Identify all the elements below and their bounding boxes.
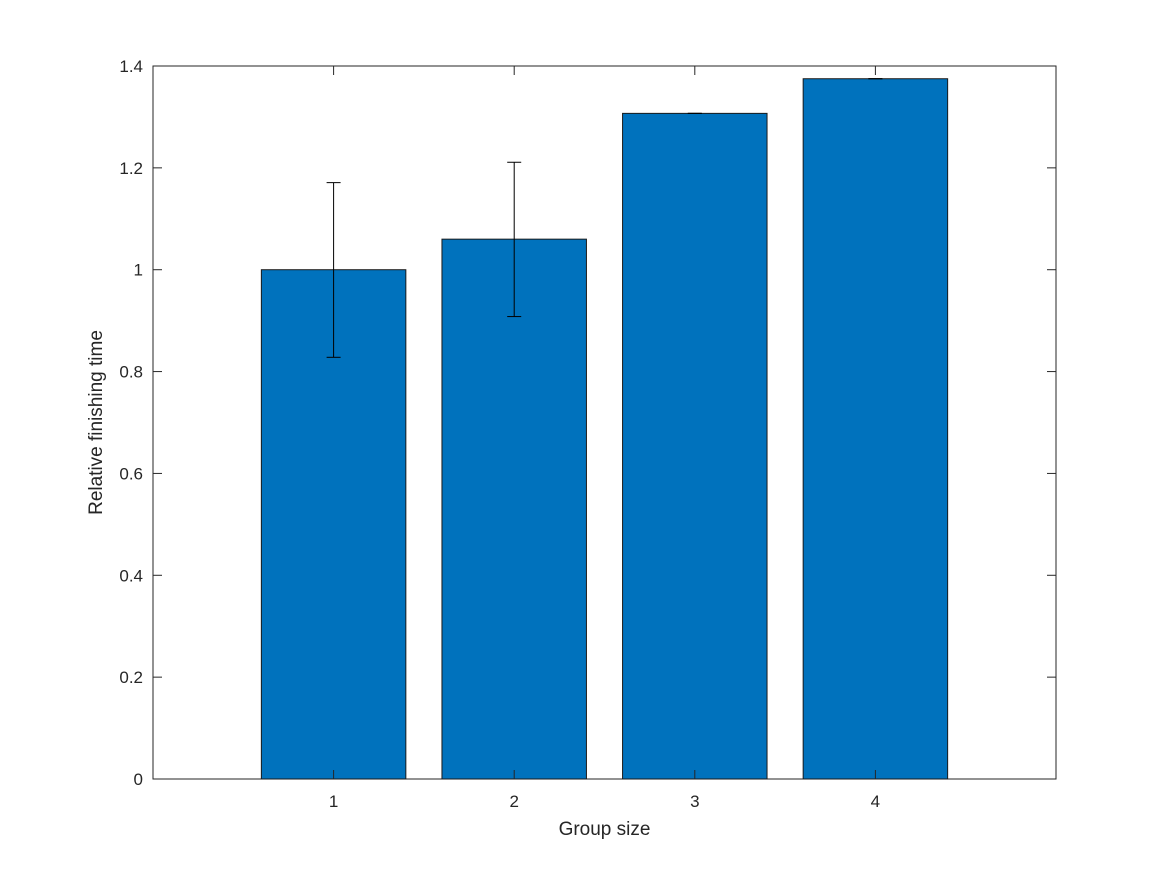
y-tick-label: 1.4 xyxy=(119,57,143,76)
y-tick-label: 0.8 xyxy=(119,363,143,382)
y-tick-label: 0 xyxy=(134,770,143,789)
y-tick-label: 1.2 xyxy=(119,159,143,178)
y-tick-label: 0.4 xyxy=(119,566,143,585)
y-tick-label: 0.2 xyxy=(119,668,143,687)
bar-group-2 xyxy=(441,238,587,780)
error-bar-group-1 xyxy=(326,182,341,358)
x-tick-label: 3 xyxy=(690,792,699,811)
x-tick-label: 2 xyxy=(509,792,518,811)
plot-area-frame xyxy=(152,65,1057,780)
x-tick-label: 1 xyxy=(329,792,338,811)
bar-group-4 xyxy=(802,78,949,780)
x-tick-label: 4 xyxy=(871,792,880,811)
x-axis-title: Group size xyxy=(559,819,651,840)
bars-layer xyxy=(260,78,949,780)
bar-group-3 xyxy=(622,112,768,780)
error-bar-group-2 xyxy=(507,161,522,318)
y-tick-label: 1 xyxy=(134,261,143,280)
y-tick-label: 0.6 xyxy=(119,464,143,483)
y-axis-title: Relative finishing time xyxy=(86,330,107,515)
error-bars-layer xyxy=(326,78,883,358)
axis-ticks-layer: 1 2 3 4 0 0.2 0.4 0.6 0.8 1 1.2 1.4 xyxy=(119,57,1056,811)
